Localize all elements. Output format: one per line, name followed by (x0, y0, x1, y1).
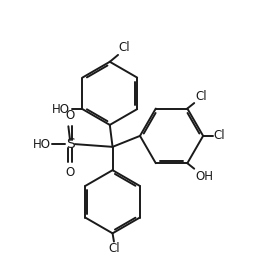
Text: Cl: Cl (214, 129, 225, 143)
Text: O: O (66, 166, 75, 179)
Text: Cl: Cl (119, 41, 130, 54)
Text: Cl: Cl (108, 242, 120, 255)
Text: S: S (66, 137, 74, 151)
Text: Cl: Cl (195, 90, 207, 102)
Text: HO: HO (33, 137, 51, 151)
Text: OH: OH (195, 170, 213, 183)
Text: O: O (66, 109, 75, 122)
Text: HO: HO (52, 103, 70, 116)
